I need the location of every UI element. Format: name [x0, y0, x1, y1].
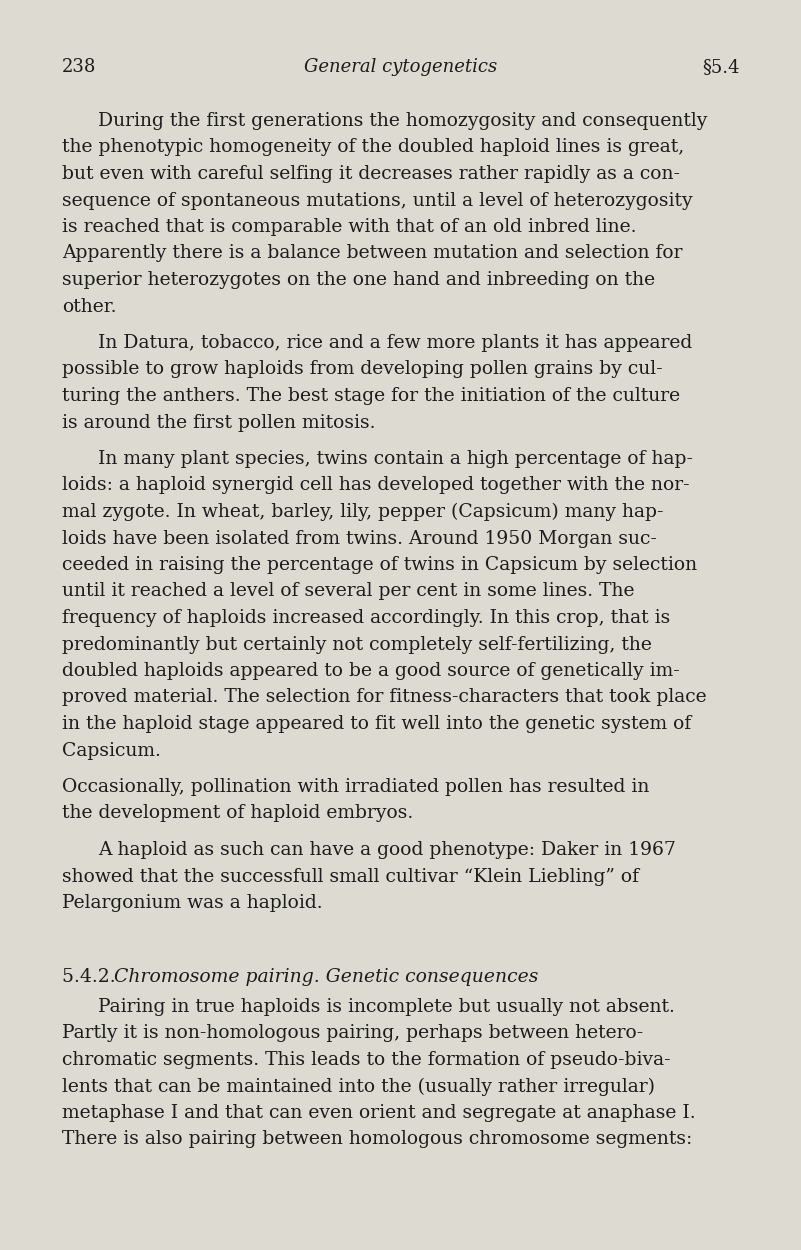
Text: showed that the successfull small cultivar “Klein Liebling” of: showed that the successfull small cultiv…: [62, 867, 639, 885]
Text: doubled haploids appeared to be a good source of genetically im-: doubled haploids appeared to be a good s…: [62, 662, 680, 680]
Text: Apparently there is a balance between mutation and selection for: Apparently there is a balance between mu…: [62, 245, 682, 262]
Text: A haploid as such can have a good phenotype: Daker in 1967: A haploid as such can have a good phenot…: [98, 841, 676, 859]
Text: Capsicum.: Capsicum.: [62, 741, 161, 760]
Text: chromatic segments. This leads to the formation of pseudo-biva-: chromatic segments. This leads to the fo…: [62, 1051, 670, 1069]
Text: the development of haploid embryos.: the development of haploid embryos.: [62, 805, 413, 822]
Text: Occasionally, pollination with irradiated pollen has resulted in: Occasionally, pollination with irradiate…: [62, 778, 650, 796]
Text: in the haploid stage appeared to fit well into the genetic system of: in the haploid stage appeared to fit wel…: [62, 715, 691, 732]
Text: predominantly but certainly not completely self-fertilizing, the: predominantly but certainly not complete…: [62, 635, 652, 654]
Text: In Datura, tobacco, rice and a few more plants it has appeared: In Datura, tobacco, rice and a few more …: [98, 334, 692, 352]
Text: Partly it is non-homologous pairing, perhaps between hetero-: Partly it is non-homologous pairing, per…: [62, 1025, 643, 1042]
Text: General cytogenetics: General cytogenetics: [304, 58, 497, 76]
Text: mal zygote. In wheat, barley, lily, pepper (Capsicum) many hap-: mal zygote. In wheat, barley, lily, pepp…: [62, 503, 663, 521]
Text: until it reached a level of several per cent in some lines. The: until it reached a level of several per …: [62, 582, 634, 600]
Text: turing the anthers. The best stage for the initiation of the culture: turing the anthers. The best stage for t…: [62, 388, 680, 405]
Text: ceeded in raising the percentage of twins in Capsicum by selection: ceeded in raising the percentage of twin…: [62, 556, 697, 574]
Text: 238: 238: [62, 58, 96, 76]
Text: metaphase I and that can even orient and segregate at anaphase I.: metaphase I and that can even orient and…: [62, 1104, 695, 1122]
Text: possible to grow haploids from developing pollen grains by cul-: possible to grow haploids from developin…: [62, 360, 662, 379]
Text: is reached that is comparable with that of an old inbred line.: is reached that is comparable with that …: [62, 217, 637, 236]
Text: During the first generations the homozygosity and consequently: During the first generations the homozyg…: [98, 112, 707, 130]
Text: Chromosome pairing. Genetic consequences: Chromosome pairing. Genetic consequences: [115, 969, 539, 986]
Text: other.: other.: [62, 298, 116, 315]
Text: the phenotypic homogeneity of the doubled haploid lines is great,: the phenotypic homogeneity of the double…: [62, 139, 684, 156]
Text: sequence of spontaneous mutations, until a level of heterozygosity: sequence of spontaneous mutations, until…: [62, 191, 693, 210]
Text: loids: a haploid synergid cell has developed together with the nor-: loids: a haploid synergid cell has devel…: [62, 476, 690, 495]
Text: is around the first pollen mitosis.: is around the first pollen mitosis.: [62, 414, 376, 431]
Text: proved material. The selection for fitness-characters that took place: proved material. The selection for fitne…: [62, 689, 706, 706]
Text: §5.4: §5.4: [702, 58, 740, 76]
Text: but even with careful selfing it decreases rather rapidly as a con-: but even with careful selfing it decreas…: [62, 165, 680, 182]
Text: Pairing in true haploids is incomplete but usually not absent.: Pairing in true haploids is incomplete b…: [98, 998, 675, 1016]
Text: 5.4.2.: 5.4.2.: [62, 969, 122, 986]
Text: lents that can be maintained into the (usually rather irregular): lents that can be maintained into the (u…: [62, 1078, 655, 1096]
Text: There is also pairing between homologous chromosome segments:: There is also pairing between homologous…: [62, 1130, 692, 1149]
Text: frequency of haploids increased accordingly. In this crop, that is: frequency of haploids increased accordin…: [62, 609, 670, 628]
Text: Pelargonium was a haploid.: Pelargonium was a haploid.: [62, 894, 323, 912]
Text: loids have been isolated from twins. Around 1950 Morgan suc-: loids have been isolated from twins. Aro…: [62, 530, 657, 548]
Text: superior heterozygotes on the one hand and inbreeding on the: superior heterozygotes on the one hand a…: [62, 271, 655, 289]
Text: In many plant species, twins contain a high percentage of hap-: In many plant species, twins contain a h…: [98, 450, 693, 468]
